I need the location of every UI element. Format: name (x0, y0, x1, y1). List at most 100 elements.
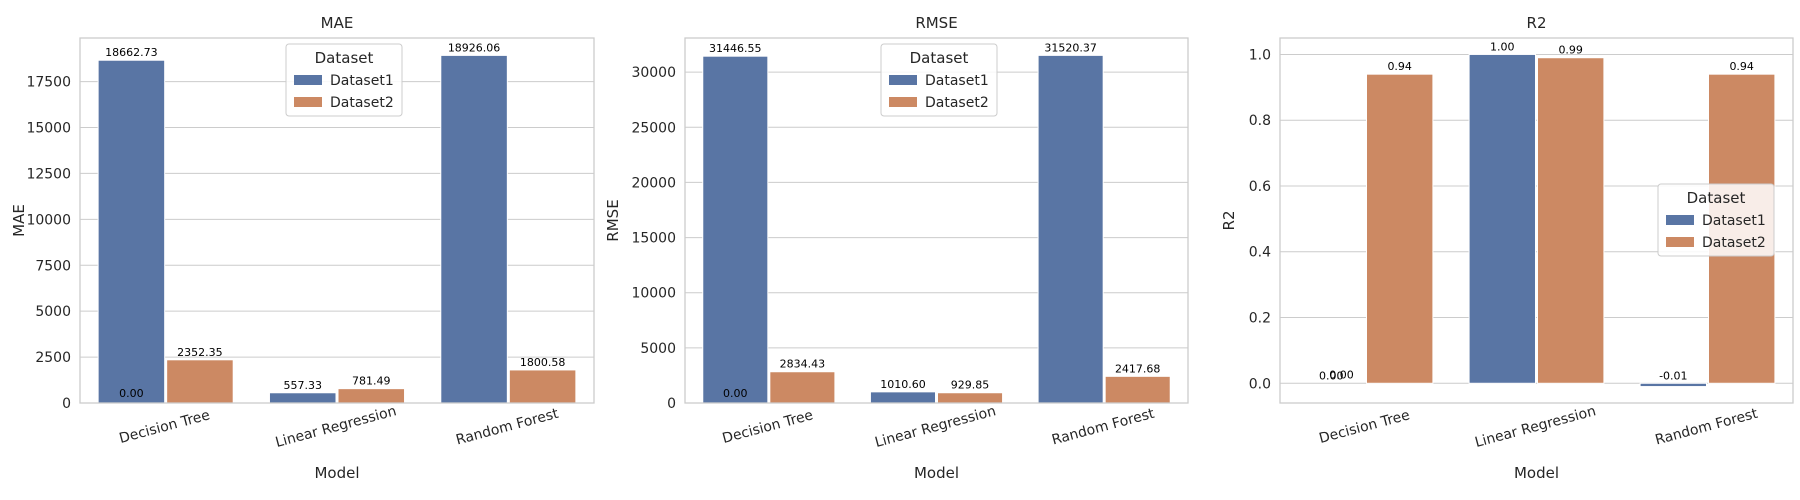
bar-value-label: 1.00 (1490, 40, 1515, 53)
bar-value-label: 31446.55 (709, 42, 762, 55)
legend-label-dataset1: Dataset1 (925, 73, 989, 89)
legend-label-dataset1: Dataset1 (330, 73, 394, 89)
bar-value-label: 0.99 (1558, 44, 1583, 57)
bar-value-label: 31520.37 (1044, 41, 1097, 54)
bar-value-label: -0.01 (1659, 369, 1687, 382)
bar-overlay (702, 55, 769, 404)
chart-title: R2 (1527, 14, 1547, 32)
x-tick-label: Random Forest (1050, 406, 1156, 449)
bar-value-label: 0.94 (1387, 60, 1412, 73)
legend-swatch-dataset2 (1666, 237, 1694, 247)
x-tick-label: Linear Regression (873, 403, 997, 451)
legend-swatch-dataset1 (1666, 215, 1694, 225)
y-tick-label: 1.0 (1249, 47, 1271, 63)
bar-value-label: 2834.43 (780, 358, 826, 371)
bar-dataset2 (508, 369, 577, 404)
bar-dataset1 (440, 54, 508, 404)
y-tick-label: 0 (667, 396, 676, 412)
bar-value-label: 18926.06 (448, 41, 501, 54)
bar-dataset1 (1468, 53, 1536, 384)
bar-dataset2 (1104, 375, 1171, 404)
chart-panel-mae: 0 2500 5000 7500 10000 12500 15000 17500 18662.7… (10, 14, 595, 482)
y-axis-label: RMSE (604, 199, 622, 241)
bar-dataset2 (1366, 73, 1434, 384)
y-tick-label: 12500 (26, 166, 71, 182)
bar-value-label: 0.94 (1729, 60, 1754, 73)
y-tick-label: 5000 (35, 304, 71, 320)
y-tick-label: 5000 (640, 341, 676, 357)
y-tick-label: 0.8 (1249, 113, 1271, 129)
bar-value-label: 0.00 (723, 387, 748, 400)
chart-title: RMSE (915, 14, 957, 32)
legend: Dataset Dataset1 Dataset2 (1657, 183, 1775, 257)
y-tick-label: 15000 (26, 121, 71, 137)
legend-label-dataset1: Dataset1 (1702, 213, 1766, 229)
chart-title: MAE (321, 14, 354, 32)
chart-panel-rmse: 0 5000 10000 15000 20000 25000 30000 31446.55 0.… (604, 14, 1189, 482)
bar-value-label: 18662.73 (105, 46, 158, 59)
y-tick-label: 15000 (631, 231, 676, 247)
plot-frame (1279, 37, 1794, 404)
legend-swatch-dataset1 (294, 75, 322, 85)
legend-label-dataset2: Dataset2 (925, 95, 989, 111)
plot-frame (684, 37, 1189, 404)
y-tick-label: 0.0 (1249, 376, 1271, 392)
x-axis-label: Model (1514, 464, 1559, 482)
y-tick-label: 0.6 (1249, 179, 1271, 195)
y-tick-label: 10000 (26, 212, 71, 228)
bar-value-label: 929.85 (951, 379, 990, 392)
bar-value-label: 557.33 (283, 379, 322, 392)
legend-label-dataset2: Dataset2 (330, 95, 394, 111)
x-tick-label: Linear Regression (1473, 403, 1597, 451)
chart-panel-r2: 0.0 0.2 0.4 0.6 0.8 1.0 0.00 0.94 1.00 0.99 -0.01 0… (1220, 14, 1794, 482)
y-tick-label: 25000 (631, 120, 676, 136)
bar-value-label: 2417.68 (1115, 362, 1161, 375)
y-tick-label: 30000 (631, 65, 676, 81)
legend-swatch-dataset2 (889, 97, 917, 107)
bar-value-label: 1010.60 (880, 378, 926, 391)
y-tick-label: 0 (62, 396, 71, 412)
bar-overlay (97, 59, 166, 404)
legend-swatch-dataset2 (294, 97, 322, 107)
bar-dataset2 (769, 371, 836, 404)
legend-label-dataset2: Dataset2 (1702, 235, 1766, 251)
y-tick-label: 2500 (35, 350, 71, 366)
y-tick-label: 0.2 (1249, 311, 1271, 327)
legend-title: Dataset (315, 49, 374, 67)
bar-dataset2 (1537, 57, 1605, 384)
bar-dataset1 (1037, 54, 1104, 404)
bar-value-label: 0.00 (1329, 368, 1354, 381)
bar-dataset2 (937, 392, 1004, 404)
legend: Dataset Dataset1 Dataset2 (880, 43, 998, 117)
y-tick-label: 0.4 (1249, 245, 1271, 261)
y-tick-label: 7500 (35, 258, 71, 274)
bar-dataset1 (268, 392, 337, 404)
x-tick-label: Decision Tree (721, 407, 815, 447)
bar-value-label: 0.00 (1319, 369, 1344, 382)
y-tick-label: 10000 (631, 286, 676, 302)
bar-dataset2 (166, 359, 234, 404)
bar-value-label: 781.49 (352, 375, 391, 388)
x-tick-label: Linear Regression (274, 403, 398, 451)
y-tick-label: 20000 (631, 175, 676, 191)
bar-dataset1 (869, 391, 937, 404)
x-tick-label: Decision Tree (118, 407, 212, 447)
legend-swatch-dataset1 (889, 75, 917, 85)
bar-value-label: 0.00 (119, 387, 144, 400)
plot-frame (79, 37, 595, 404)
legend-title: Dataset (1687, 189, 1746, 207)
bar-value-label: 1800.58 (520, 356, 566, 369)
x-axis-label: Model (314, 464, 359, 482)
x-tick-label: Decision Tree (1317, 407, 1411, 447)
bar-dataset1 (1639, 382, 1707, 388)
legend: Dataset Dataset1 Dataset2 (285, 43, 403, 117)
bar-value-label: 2352.35 (177, 346, 223, 359)
y-tick-label: 17500 (26, 75, 71, 91)
y-axis-label: MAE (10, 204, 28, 237)
x-tick-label: Random Forest (454, 406, 560, 449)
x-tick-label: Random Forest (1653, 406, 1759, 449)
x-axis-label: Model (914, 464, 959, 482)
y-axis-label: R2 (1220, 211, 1238, 231)
bar-dataset2 (337, 388, 406, 404)
